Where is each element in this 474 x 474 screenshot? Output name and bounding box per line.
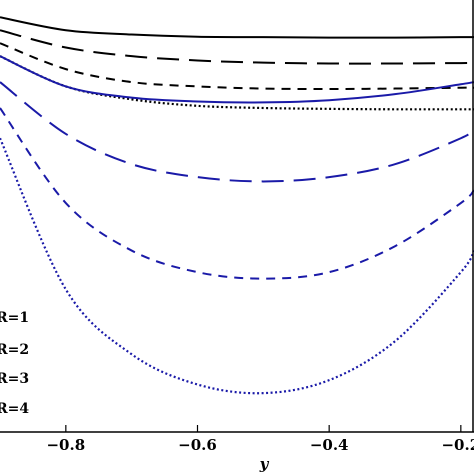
x-tick-label: −0.4 xyxy=(310,436,349,454)
series-blue-short-dash-line xyxy=(0,107,474,280)
x-tick-label: −0.2 xyxy=(441,436,474,454)
plot-frame xyxy=(0,0,474,433)
series-blue-long-dash-line xyxy=(0,81,474,183)
series-black-solid-line xyxy=(0,16,474,39)
legend-entry: R=2 xyxy=(0,342,29,358)
x-ticks: −0.8 −0.6 −0.4 −0.2 xyxy=(46,425,474,454)
x-tick-label: −0.8 xyxy=(46,436,85,454)
legend: R=1 R=2 R=3 R=4 xyxy=(0,310,29,417)
x-tick-label: −0.6 xyxy=(178,436,217,454)
curves xyxy=(0,16,474,395)
legend-entry: R=3 xyxy=(0,371,29,387)
legend-entry: R=4 xyxy=(0,401,29,417)
series-blue-solid-line xyxy=(0,55,474,104)
legend-entry: R=1 xyxy=(0,310,29,326)
x-axis-title: y xyxy=(259,455,270,473)
series-black-long-dash-line xyxy=(0,29,474,65)
